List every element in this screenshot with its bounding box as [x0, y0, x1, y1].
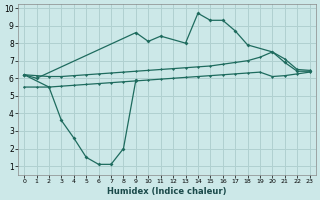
X-axis label: Humidex (Indice chaleur): Humidex (Indice chaleur) [107, 187, 227, 196]
